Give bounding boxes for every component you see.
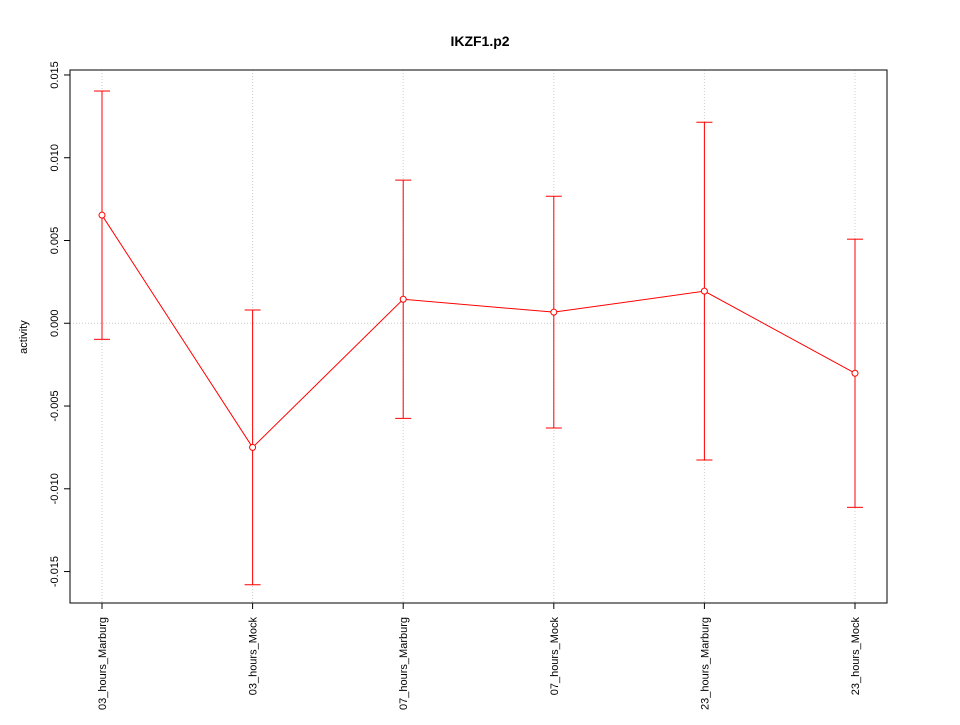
y-tick-label: 0.015 <box>49 61 61 89</box>
x-tick-label: 07_hours_Mock <box>549 617 561 696</box>
y-tick-label: 0.000 <box>49 309 61 337</box>
y-tick-label: 0.005 <box>49 227 61 255</box>
y-tick-label: -0.005 <box>49 390 61 421</box>
y-tick-label: -0.010 <box>49 473 61 504</box>
data-point <box>249 443 257 451</box>
data-point <box>851 369 859 377</box>
y-tick-label: 0.010 <box>49 144 61 172</box>
x-tick-label: 23_hours_Marburg <box>699 617 711 710</box>
x-tick-label: 03_hours_Marburg <box>97 617 109 710</box>
data-point <box>550 308 558 316</box>
data-point <box>98 211 106 219</box>
data-line <box>101 214 856 449</box>
x-tick-label: 23_hours_Mock <box>850 617 862 696</box>
plot-frame <box>69 69 888 604</box>
data-point <box>399 295 407 303</box>
x-tick-label: 07_hours_Marburg <box>398 617 410 710</box>
data-point <box>700 287 708 295</box>
x-tick-label: 03_hours_Mock <box>248 617 260 696</box>
y-tick-label: -0.015 <box>49 556 61 587</box>
y-axis-label: activity <box>18 320 30 354</box>
chart-title: IKZF1.p2 <box>450 33 509 49</box>
